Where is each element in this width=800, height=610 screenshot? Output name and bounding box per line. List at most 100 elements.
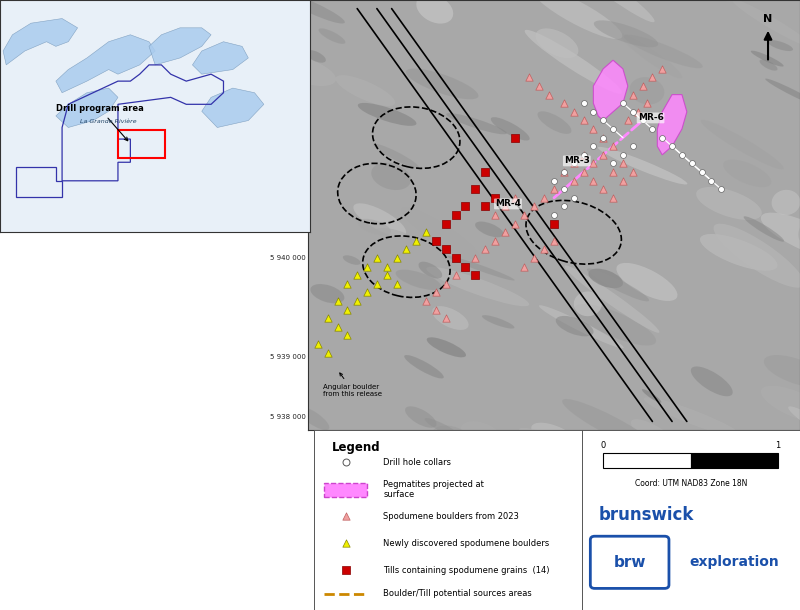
Point xyxy=(538,245,550,254)
Point xyxy=(478,245,491,254)
Point xyxy=(631,107,644,117)
Ellipse shape xyxy=(768,40,793,51)
Ellipse shape xyxy=(723,160,771,187)
Point xyxy=(587,159,600,168)
Text: Boulder/Till potential sources areas: Boulder/Till potential sources areas xyxy=(383,589,532,598)
Point xyxy=(567,159,580,168)
Ellipse shape xyxy=(631,419,681,453)
Point xyxy=(666,142,678,151)
Ellipse shape xyxy=(374,144,419,168)
Point xyxy=(459,201,472,211)
Point xyxy=(577,115,590,125)
Point xyxy=(558,167,570,177)
Point xyxy=(508,219,521,229)
Point xyxy=(641,98,654,108)
Ellipse shape xyxy=(766,79,800,107)
Ellipse shape xyxy=(488,460,520,485)
Point xyxy=(695,167,708,177)
Ellipse shape xyxy=(396,270,441,290)
Ellipse shape xyxy=(310,284,345,303)
Ellipse shape xyxy=(475,221,503,237)
Text: Legend: Legend xyxy=(332,441,381,454)
Bar xyxy=(690,453,778,468)
Ellipse shape xyxy=(691,367,733,397)
Ellipse shape xyxy=(778,0,800,6)
Point xyxy=(597,150,610,160)
Ellipse shape xyxy=(426,267,529,306)
Point xyxy=(331,296,344,306)
Point xyxy=(430,236,442,246)
Point xyxy=(577,150,590,160)
Point xyxy=(489,236,502,246)
Text: Pegmatites projected at
surface: Pegmatites projected at surface xyxy=(383,479,484,499)
Ellipse shape xyxy=(574,304,656,345)
Ellipse shape xyxy=(432,306,469,330)
Text: Drill hole collars: Drill hole collars xyxy=(383,458,451,467)
Ellipse shape xyxy=(371,163,411,190)
Polygon shape xyxy=(193,41,248,74)
Text: Coord: UTM NAD83 Zone 18N: Coord: UTM NAD83 Zone 18N xyxy=(634,479,747,487)
Ellipse shape xyxy=(436,334,529,399)
Point xyxy=(547,236,560,246)
Point xyxy=(370,253,383,263)
Point xyxy=(617,98,630,108)
Text: N: N xyxy=(763,13,773,24)
Point xyxy=(478,201,491,211)
Point xyxy=(587,142,600,151)
Text: 5 941 000: 5 941 000 xyxy=(270,156,306,162)
Ellipse shape xyxy=(446,113,506,134)
Point xyxy=(622,115,634,125)
Ellipse shape xyxy=(535,284,614,335)
Point xyxy=(311,339,324,349)
Point xyxy=(646,124,659,134)
Point xyxy=(626,90,639,99)
Ellipse shape xyxy=(574,292,602,316)
Point xyxy=(370,279,383,289)
Point xyxy=(430,305,442,315)
Ellipse shape xyxy=(306,50,326,63)
Ellipse shape xyxy=(343,256,361,265)
Point xyxy=(636,81,649,91)
Text: Spodumene boulders from 2023: Spodumene boulders from 2023 xyxy=(383,512,519,521)
Polygon shape xyxy=(3,18,78,65)
Point xyxy=(547,184,560,194)
Point xyxy=(558,201,570,211)
Point xyxy=(617,150,630,160)
Ellipse shape xyxy=(621,34,682,79)
Point xyxy=(341,279,354,289)
Point xyxy=(489,210,502,220)
Ellipse shape xyxy=(532,0,622,39)
Point xyxy=(322,314,334,323)
Polygon shape xyxy=(202,88,264,127)
Bar xyxy=(603,453,691,468)
Ellipse shape xyxy=(335,75,395,106)
Ellipse shape xyxy=(589,268,623,288)
Ellipse shape xyxy=(759,60,778,71)
Ellipse shape xyxy=(732,0,800,47)
Point xyxy=(400,245,413,254)
Text: 0: 0 xyxy=(601,441,606,450)
Ellipse shape xyxy=(531,423,578,449)
Point xyxy=(339,458,352,467)
Point xyxy=(558,167,570,177)
Point xyxy=(597,133,610,143)
Point xyxy=(626,142,639,151)
Ellipse shape xyxy=(405,406,437,428)
Ellipse shape xyxy=(404,355,444,378)
Point xyxy=(430,287,442,297)
Ellipse shape xyxy=(406,68,478,99)
Point xyxy=(518,210,531,220)
Ellipse shape xyxy=(416,0,454,24)
Ellipse shape xyxy=(751,51,784,66)
Point xyxy=(478,167,491,177)
Ellipse shape xyxy=(717,0,746,2)
Ellipse shape xyxy=(696,187,762,220)
Point xyxy=(606,193,619,203)
Text: brw: brw xyxy=(614,555,646,570)
Point xyxy=(597,133,610,143)
Polygon shape xyxy=(149,28,211,65)
Text: La Grande Rivière: La Grande Rivière xyxy=(80,119,137,124)
Ellipse shape xyxy=(644,397,742,437)
Ellipse shape xyxy=(700,234,778,271)
Point xyxy=(528,253,541,263)
